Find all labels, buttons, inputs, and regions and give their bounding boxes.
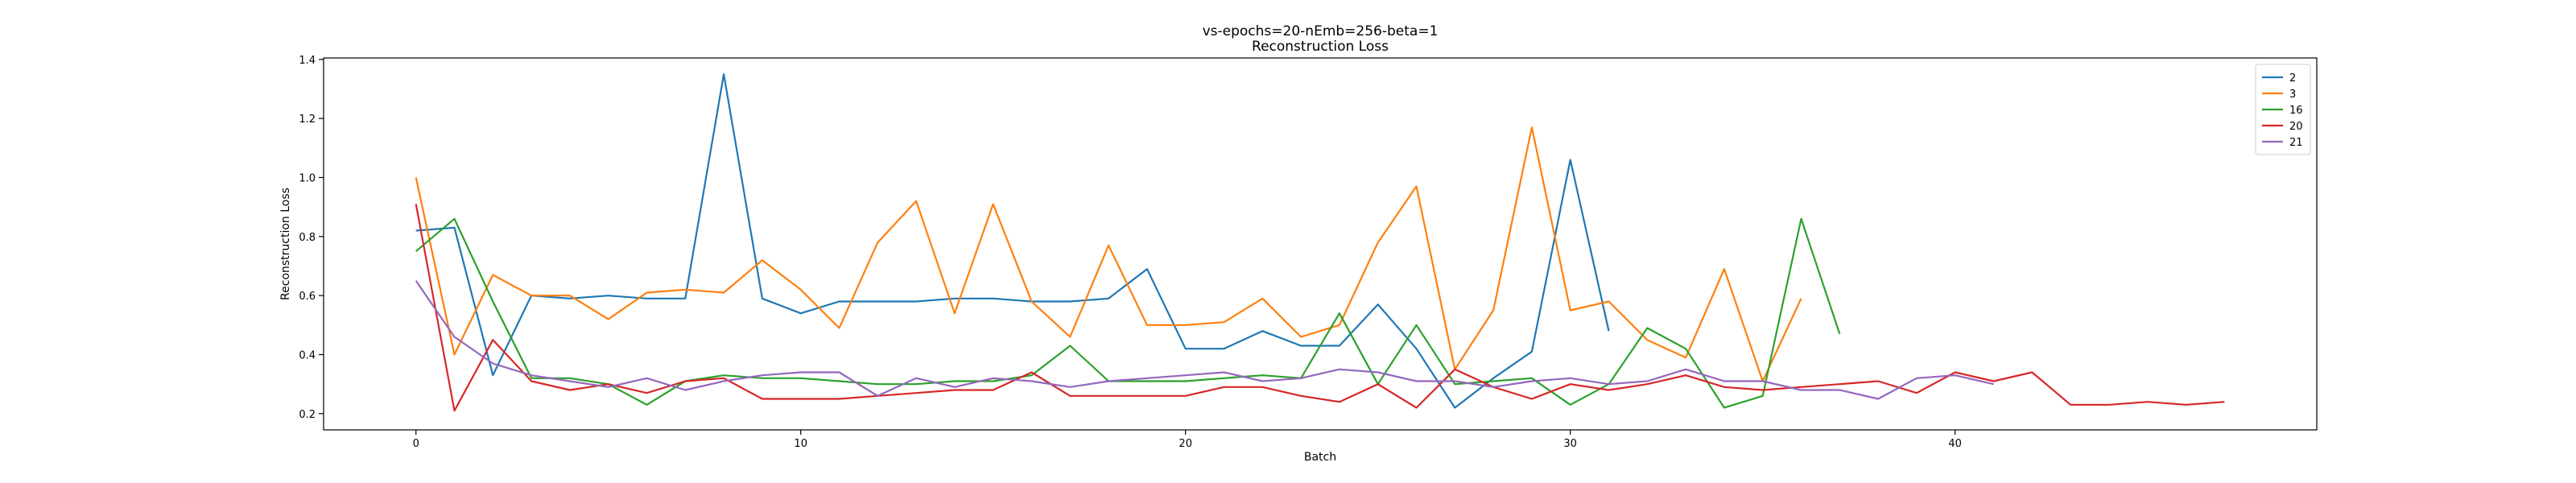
y-tick-label-0: 0.2 — [299, 409, 316, 421]
y-tick-label-6: 1.4 — [299, 55, 316, 67]
chart-title: vs-epochs=20-nEmb=256-beta=1 — [1203, 23, 1439, 39]
x-tick-label-40: 40 — [1948, 438, 1962, 450]
y-tick-label-2: 0.6 — [299, 291, 316, 303]
x-axis: 0 10 20 30 40 — [413, 430, 1962, 450]
series-line-20 — [415, 204, 2225, 412]
y-tick-label-3: 0.8 — [299, 232, 316, 244]
legend: 2 3 16 20 21 — [2255, 64, 2311, 155]
x-tick-label-0: 0 — [413, 438, 419, 450]
plot-frame — [323, 57, 2318, 431]
series-line-21 — [415, 280, 1994, 400]
series-line-2 — [415, 73, 1610, 409]
series-line-16 — [415, 217, 1841, 409]
legend-label-3: 3 — [2289, 89, 2296, 101]
legend-label-16: 16 — [2289, 105, 2303, 117]
y-tick-label-5: 1.2 — [299, 114, 316, 126]
x-tick-label-20: 20 — [1179, 438, 1192, 450]
series-line-3 — [415, 126, 1802, 382]
y-tick-label-4: 1.0 — [299, 173, 316, 185]
x-axis-label: Batch — [1304, 451, 1336, 464]
legend-label-20: 20 — [2289, 121, 2303, 133]
plot-area — [323, 57, 2318, 431]
x-tick-label-30: 30 — [1563, 438, 1577, 450]
legend-label-2: 2 — [2289, 72, 2296, 85]
y-axis-label: Reconstruction Loss — [279, 188, 292, 300]
y-axis: 0.2 0.4 0.6 0.8 1.0 1.2 1.4 — [299, 55, 324, 421]
chart-subtitle: Reconstruction Loss — [1252, 39, 1389, 55]
x-tick-label-10: 10 — [794, 438, 807, 450]
y-tick-label-1: 0.4 — [299, 350, 316, 362]
legend-label-21: 21 — [2289, 137, 2303, 149]
